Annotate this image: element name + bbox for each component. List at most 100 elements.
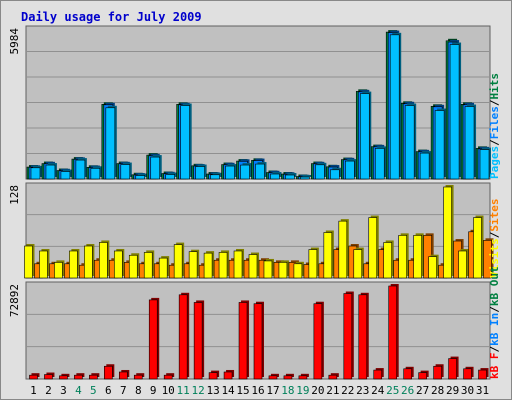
bar-kb-f-day-3 [59,375,68,380]
bar-kb-f-day-31 [478,369,487,380]
bar-visits-day-25 [383,242,393,279]
bar-visits-day-27 [413,235,422,279]
bar-pages-day-21 [330,169,340,180]
bar-kb-f-day-11 [178,294,188,380]
bar-pages-day-12 [195,166,205,180]
bar-pages-day-18 [285,174,295,180]
bar-kb-f-day-27 [418,372,427,380]
bar-kb-f-day-10 [163,374,173,380]
bar-pages-day-16 [255,163,265,180]
legend-entry: / [488,306,501,313]
legend-entry: kB F [488,353,501,380]
bar-kb-f-day-12 [193,302,203,380]
x-tick-label-day-22: 22 [341,384,354,397]
x-tick-label-day-27: 27 [416,384,429,397]
x-tick-label-day-13: 13 [206,384,219,397]
bar-pages-day-20 [315,164,325,180]
panel-visits-side-legend: Visits/Sites [488,199,501,279]
x-tick-label-day-23: 23 [356,384,369,397]
legend-entry: / [488,231,501,238]
x-tick-label-day-7: 7 [120,384,127,397]
bar-visits-day-6 [99,242,108,279]
bar-pages-day-10 [165,174,175,180]
panel-visits: 128 Visits/Sites [8,182,501,279]
bar-kb-f-day-28 [433,365,442,380]
x-tick-label-day-2: 2 [45,384,52,397]
bar-visits-day-11 [173,244,183,279]
x-tick-label-day-25: 25 [386,384,399,397]
bar-visits-day-13 [203,252,213,279]
bar-visits-day-29 [443,186,452,279]
x-tick-label-day-11: 11 [177,384,190,397]
bar-kb-f-day-5 [89,374,98,380]
bar-kb-f-day-22 [343,293,353,380]
x-tick-label-day-3: 3 [60,384,67,397]
bar-kb-f-day-25 [388,285,398,380]
bar-visits-day-19 [293,263,303,279]
bar-visits-day-3 [54,262,63,279]
bar-kb-f-day-30 [463,368,472,380]
legend-entry: Hits [488,73,501,100]
legend-entry: / [488,139,501,146]
bar-visits-day-24 [368,217,378,279]
bar-shadow-kb-f [270,373,279,377]
bar-pages-day-23 [359,93,370,180]
x-tick-label-day-19: 19 [296,384,309,397]
x-tick-label-day-28: 28 [431,384,444,397]
x-tick-label-day-15: 15 [236,384,249,397]
bar-visits-day-20 [308,249,318,279]
x-tick-label-day-18: 18 [281,384,294,397]
bar-pages-day-5 [90,167,101,180]
x-tick-label-day-5: 5 [90,384,97,397]
bar-kb-f-day-13 [208,372,218,380]
bar-visits-day-30 [458,250,467,279]
bar-pages-day-14 [225,165,235,180]
bar-pages-day-9 [150,156,161,180]
x-tick-label-day-26: 26 [401,384,414,397]
bar-pages-day-1 [30,167,41,180]
x-tick-label-day-29: 29 [446,384,459,397]
bar-shadow-kb-f [300,373,309,377]
bar-pages-day-3 [60,171,71,180]
chart-panels: 5984Pages/Files/Hits128Visits/Sites72892… [8,25,501,380]
bar-pages-day-24 [374,148,385,180]
chart-title: Daily usage for July 2009 [21,10,202,24]
x-tick-label-day-14: 14 [221,384,235,397]
panel-kbytes-ymax-label: 72892 [8,284,21,317]
bar-pages-day-4 [75,159,86,180]
panel-kbytes-side-legend: kB F/kB In/kB Out [488,266,501,379]
bar-pages-day-28 [434,110,445,180]
bar-pages-day-8 [135,175,146,180]
x-tick-label-day-10: 10 [162,384,175,397]
x-tick-label-day-20: 20 [311,384,324,397]
bar-visits-day-4 [69,250,78,279]
bar-pages-day-27 [419,152,430,180]
bar-kb-f-day-29 [448,358,457,380]
bar-visits-day-9 [143,252,153,279]
x-tick-label-day-16: 16 [251,384,264,397]
x-tick-label-day-4: 4 [75,384,82,397]
bar-visits-day-18 [278,262,288,279]
bar-kb-f-day-24 [373,369,383,380]
bar-pages-day-11 [180,105,190,180]
bar-visits-day-15 [233,250,243,279]
bar-visits-day-22 [338,220,348,279]
bar-visits-day-5 [84,245,93,279]
legend-entry: Pages [488,146,501,179]
bar-kb-f-day-9 [148,299,158,380]
legend-entry: Sites [488,199,501,232]
bar-kb-f-day-1 [29,374,38,380]
x-tick-label-day-17: 17 [266,384,279,397]
x-tick-label-day-30: 30 [461,384,474,397]
bar-visits-day-1 [24,245,33,279]
bar-kb-f-day-23 [358,294,368,380]
bar-kb-f-day-21 [328,374,338,380]
x-tick-label-day-24: 24 [371,384,385,397]
bar-visits-day-8 [128,254,138,279]
bar-kb-f-day-18 [283,375,293,380]
legend-entry: Visits [488,238,501,278]
bar-pages-day-2 [45,164,56,180]
